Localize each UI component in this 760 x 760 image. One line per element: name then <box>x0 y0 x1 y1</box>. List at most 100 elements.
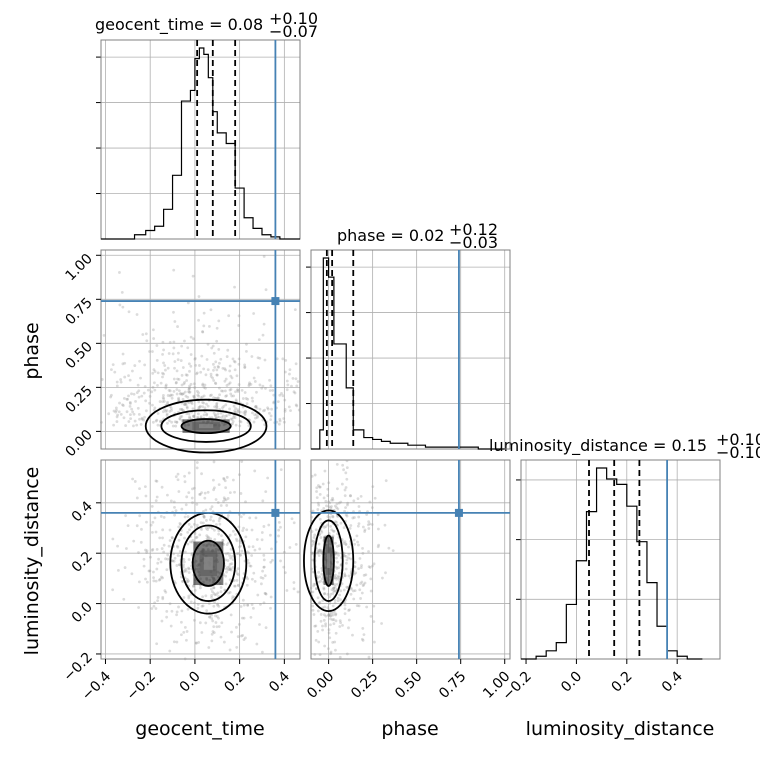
sample-point <box>223 479 227 483</box>
sample-point <box>209 308 213 312</box>
sample-point <box>128 378 132 382</box>
sample-point <box>163 589 167 593</box>
sample-point <box>166 557 170 561</box>
sample-point <box>202 401 206 405</box>
sample-point <box>209 518 212 522</box>
sample-point <box>150 548 154 552</box>
sample-point <box>213 528 216 532</box>
sample-point <box>328 612 332 615</box>
sample-point <box>344 543 348 547</box>
sample-point <box>249 615 253 619</box>
sample-point <box>219 516 222 520</box>
sample-point <box>137 580 141 584</box>
sample-point <box>133 364 137 367</box>
sample-point <box>204 508 208 512</box>
sample-point <box>286 383 290 387</box>
sample-point <box>346 503 349 507</box>
sample-point <box>320 577 324 581</box>
sample-point <box>174 424 178 428</box>
sample-point <box>197 318 200 322</box>
sample-point <box>191 274 195 278</box>
density-cell <box>199 424 214 429</box>
sample-point <box>338 593 342 597</box>
sample-point <box>228 567 232 571</box>
sample-point <box>161 528 165 532</box>
sample-point <box>240 549 244 553</box>
sample-point <box>190 540 194 544</box>
sample-point <box>206 490 210 494</box>
sample-point <box>294 362 298 366</box>
sample-point <box>259 576 263 579</box>
sample-point <box>262 565 266 569</box>
sample-point <box>129 417 133 421</box>
sample-point <box>275 357 279 361</box>
sample-point <box>177 605 180 609</box>
sample-point <box>166 366 170 370</box>
sample-point <box>228 590 232 594</box>
sample-point <box>210 639 214 643</box>
sample-point <box>115 380 119 384</box>
sample-point <box>179 533 183 536</box>
sample-point <box>332 587 336 590</box>
sample-point <box>229 392 233 396</box>
sample-point <box>192 414 196 418</box>
sample-point <box>313 624 317 628</box>
sample-point <box>187 567 191 571</box>
sample-point <box>324 624 327 628</box>
sample-point <box>380 622 383 625</box>
sample-point <box>198 492 202 496</box>
sample-point <box>360 591 364 595</box>
sample-point <box>361 546 364 550</box>
sample-point <box>138 514 142 518</box>
svg-text:−0.10: −0.10 <box>716 443 760 462</box>
sample-point <box>182 409 185 412</box>
sample-point <box>334 551 337 555</box>
sample-point <box>369 577 373 581</box>
sample-point <box>214 593 218 596</box>
sample-point <box>199 415 203 418</box>
sample-point <box>190 552 194 555</box>
sample-point <box>229 613 233 617</box>
sample-point <box>163 407 166 411</box>
sample-point <box>233 368 237 372</box>
tick-label-y-phase: 0.25 <box>62 383 95 416</box>
sample-point <box>356 540 359 544</box>
sample-point <box>214 413 217 417</box>
sample-point <box>252 606 255 610</box>
sample-point <box>184 403 188 406</box>
sample-point <box>213 381 217 385</box>
sample-point <box>152 381 156 385</box>
sample-point <box>347 545 350 549</box>
sample-point <box>245 342 248 346</box>
contour-level <box>180 418 232 435</box>
sample-point <box>171 352 175 356</box>
sample-point <box>336 574 340 578</box>
sample-point <box>161 340 165 344</box>
sample-point <box>296 590 300 594</box>
sample-point <box>223 588 227 592</box>
sample-point <box>173 505 176 509</box>
sample-point <box>224 403 228 407</box>
sample-point <box>261 333 265 337</box>
sample-point <box>283 409 287 413</box>
sample-point <box>250 396 254 400</box>
title-phase: phase = 0.02 +0.12 −0.03 <box>337 220 498 252</box>
sample-point <box>201 330 205 334</box>
sample-point <box>223 497 227 501</box>
sample-point <box>182 557 186 561</box>
sample-point <box>113 370 117 374</box>
sample-point <box>330 611 334 615</box>
sample-point <box>191 487 194 491</box>
sample-point <box>310 474 314 478</box>
sample-point <box>237 584 240 587</box>
sample-point <box>154 419 158 423</box>
sample-point <box>225 414 229 418</box>
sample-point <box>311 509 315 513</box>
sample-point <box>200 528 203 531</box>
sample-point <box>152 570 155 574</box>
sample-point <box>206 535 210 539</box>
sample-point <box>162 515 166 519</box>
sample-point <box>173 360 177 363</box>
sample-point <box>142 391 146 395</box>
sample-point <box>191 584 195 588</box>
